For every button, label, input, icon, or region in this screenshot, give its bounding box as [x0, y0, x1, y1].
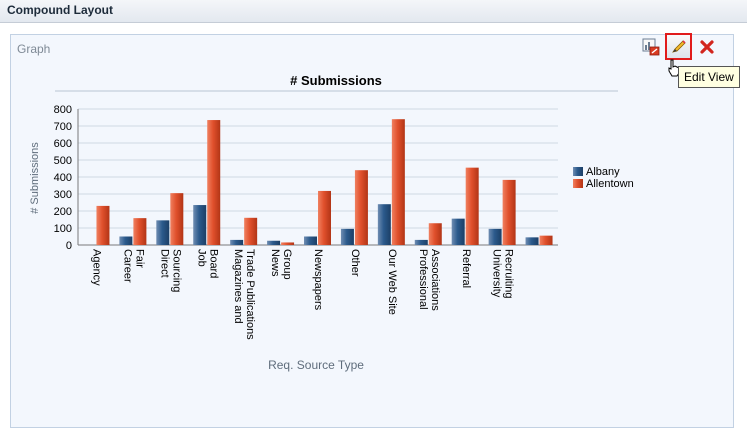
x-tick-label: Other: [349, 249, 361, 277]
y-tick-label: 500: [54, 155, 72, 167]
x-tick-label: Job: [195, 249, 207, 267]
pencil-edit-icon: [672, 40, 686, 53]
x-tick-label: Newspapers: [312, 249, 324, 311]
bar-allentown: [465, 167, 479, 245]
bar-albany: [488, 228, 502, 245]
bar-albany: [267, 240, 281, 245]
y-tick-label: 700: [54, 121, 72, 133]
layout-title: Compound Layout: [7, 3, 113, 17]
bar-allentown: [354, 170, 368, 245]
x-axis-title: Req. Source Type: [268, 358, 364, 372]
legend-label: Allentown: [586, 178, 634, 190]
bar-allentown: [170, 193, 184, 245]
x-tick-label: Our Web Site: [386, 249, 398, 315]
x-tick-label: Agency: [91, 249, 103, 286]
x-tick-label: Career: [121, 249, 133, 283]
bar-allentown: [502, 179, 516, 245]
y-tick-label: 800: [54, 104, 72, 116]
bar-allentown: [207, 120, 221, 245]
graph-panel: [10, 34, 734, 428]
x-tick-label: University: [491, 249, 503, 298]
y-tick-label: 600: [54, 138, 72, 150]
bar-allentown: [539, 235, 553, 245]
bar-allentown: [391, 119, 405, 245]
bar-allentown: [318, 190, 331, 245]
bar-albany: [451, 218, 465, 245]
bar-albany: [230, 239, 244, 245]
edit-view-button[interactable]: [665, 33, 692, 60]
bar-allentown: [281, 242, 295, 245]
x-tick-label: Sourcing: [170, 249, 182, 292]
x-tick-label: Board: [207, 249, 219, 278]
bar-albany: [304, 236, 317, 245]
y-axis-title: # Submissions: [29, 142, 41, 214]
bar-albany: [414, 239, 428, 245]
bar-albany: [156, 220, 170, 245]
y-tick-label: 200: [54, 206, 72, 218]
bar-allentown: [96, 205, 110, 245]
bar-albany: [377, 204, 391, 245]
legend-label: Albany: [586, 166, 620, 178]
x-tick-label: Fair: [133, 249, 145, 268]
x-tick-label: Trade Publications: [244, 249, 256, 340]
edit-view-tooltip: Edit View: [678, 66, 740, 88]
y-tick-label: 300: [54, 189, 72, 201]
x-tick-label: Referral: [460, 249, 472, 288]
bar-allentown: [133, 218, 147, 245]
bar-albany: [193, 205, 207, 245]
x-tick-label: Associations: [429, 249, 441, 311]
bars: [96, 119, 553, 245]
panel-title: Graph: [17, 42, 51, 56]
layout-header: Compound Layout: [0, 0, 747, 23]
bar-allentown: [428, 223, 442, 245]
y-axis-ticks: 0 100 200 300 400 500 600 700 800: [54, 104, 72, 252]
close-icon[interactable]: [697, 37, 717, 57]
x-tick-label: Recruiting: [503, 249, 515, 299]
chart-title: # Submissions: [290, 73, 382, 88]
x-tick-label: Direct: [158, 249, 170, 278]
graph-view-icon[interactable]: [641, 37, 661, 57]
y-tick-label: 400: [54, 172, 72, 184]
legend-swatch: [573, 167, 583, 176]
x-axis-labels: Agency Career Fair Direct Sourcing Job Board Ma…: [91, 249, 515, 340]
x-tick-label: Magazines and: [232, 249, 244, 324]
bar-allentown: [244, 217, 258, 245]
bar-albany: [340, 228, 354, 245]
y-tick-label: 0: [66, 240, 72, 252]
x-tick-label: Group: [281, 249, 293, 280]
y-tick-label: 100: [54, 223, 72, 235]
legend-swatch: [573, 179, 583, 188]
bar-albany: [119, 236, 133, 245]
bar-albany: [525, 237, 539, 245]
x-tick-label: News: [269, 249, 281, 277]
x-tick-label: Professional: [417, 249, 429, 310]
